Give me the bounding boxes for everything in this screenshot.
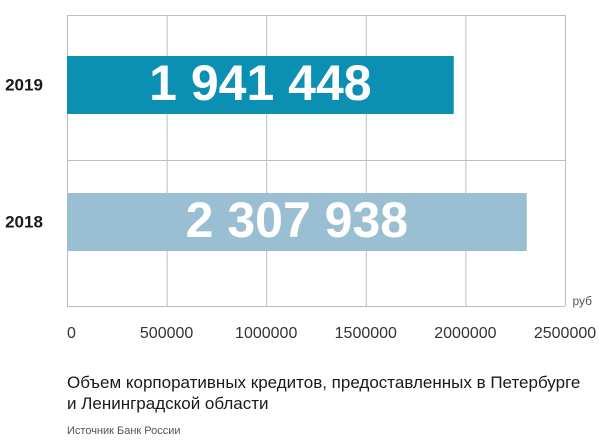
source-note: Источник Банк России <box>67 425 181 437</box>
bar-value-label: 1 941 448 <box>149 55 371 111</box>
chart-caption: Объем корпоративных кредитов, предоставл… <box>67 373 581 413</box>
bar <box>67 56 454 114</box>
x-tick-label: 0 <box>67 325 76 342</box>
x-axis-tick-labels: 0 500000 1000000 1500000 2000000 2500000 <box>67 325 596 342</box>
bar-value-label: 2 307 938 <box>186 192 408 248</box>
x-tick-label: 500000 <box>140 325 193 342</box>
category-label: 2018 <box>5 212 43 231</box>
x-tick-label: 2000000 <box>434 325 496 342</box>
category-label: 2019 <box>5 75 43 94</box>
x-tick-label: 1500000 <box>335 325 397 342</box>
unit-label: руб <box>572 294 592 308</box>
bar <box>67 193 527 251</box>
x-tick-label: 1000000 <box>235 325 297 342</box>
x-tick-label: 2500000 <box>534 325 596 342</box>
bar-chart: 1 941 448 2 307 938 2019 2018 0 500000 10000… <box>5 15 596 342</box>
bars: 1 941 448 2 307 938 <box>67 55 527 251</box>
category-labels: 2019 2018 <box>5 75 43 231</box>
